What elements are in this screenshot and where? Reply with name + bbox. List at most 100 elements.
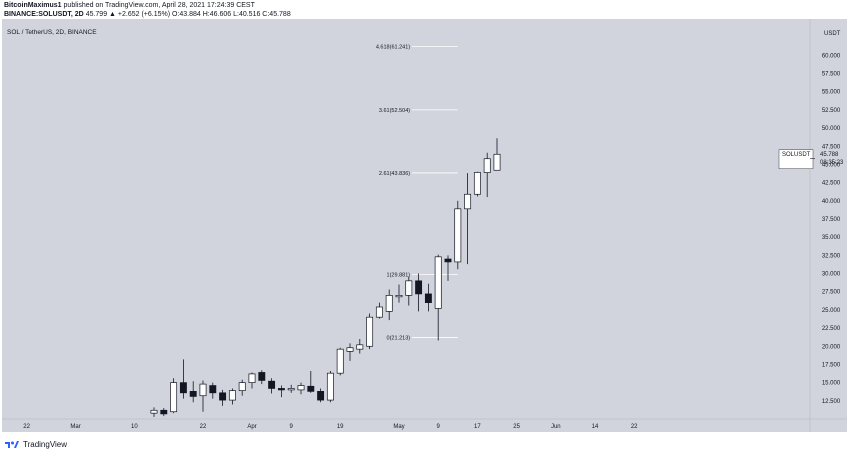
y-tick-label: 27.500 xyxy=(822,290,841,296)
candle-body xyxy=(375,306,383,318)
candle xyxy=(454,200,462,270)
y-tick-label: 22.500 xyxy=(822,326,841,332)
y-tick-label: 12.500 xyxy=(822,399,841,405)
y-ticks: 12.500 15.000 17.500 20.000 22.500 25.000 27.5… xyxy=(822,53,841,404)
x-tick-label: May xyxy=(393,424,404,430)
x-tick-label: 22 xyxy=(631,424,638,430)
fib-level-label: 0(21.213) xyxy=(387,335,411,341)
x-tick-label: Apr xyxy=(247,424,256,430)
candle xyxy=(170,378,178,414)
price-axis[interactable] xyxy=(810,19,847,432)
candle-body xyxy=(346,347,354,352)
y-tick-label: 15.000 xyxy=(822,381,841,387)
candle xyxy=(277,385,285,398)
candle xyxy=(189,381,197,403)
candle-body xyxy=(189,391,197,397)
candlestick-chart[interactable]: SOL / TetherUS, 2D, BINANCE USDT 0(21.21… xyxy=(2,19,847,432)
symbol-info: BINANCE:SOLUSDT, 2D xyxy=(4,11,84,18)
candle-body xyxy=(415,280,423,295)
candle xyxy=(287,384,295,393)
candle xyxy=(366,313,374,350)
candle xyxy=(326,371,334,403)
candle-body xyxy=(258,372,266,381)
axis-currency: USDT xyxy=(824,31,841,37)
x-tick-label: 25 xyxy=(513,424,520,430)
candle xyxy=(258,370,266,385)
fib-levels: 0(21.213) 1(29.881) 2.61(43.836) 3.61(52.50… xyxy=(376,44,458,341)
candle xyxy=(434,254,442,341)
y-tick-label: 52.500 xyxy=(822,108,841,114)
candle xyxy=(483,152,491,198)
x-ticks: 25Feb1022Mar1022Apr919May91725Jun1422 xyxy=(23,424,638,430)
fib-level-label: 2.61(43.836) xyxy=(379,171,410,177)
candle xyxy=(356,339,364,354)
y-tick-label: 25.000 xyxy=(822,308,841,314)
candle xyxy=(415,273,423,312)
candle xyxy=(219,389,227,406)
x-tick-label: Mar xyxy=(70,424,80,430)
candle-body xyxy=(238,382,246,391)
current-price-tag: SOLUSDT 45.788 08:35:23 xyxy=(778,149,844,169)
candle-body xyxy=(405,280,413,296)
price-tag-symbol: SOLUSDT xyxy=(782,152,811,158)
price-tag-countdown: 08:35:23 xyxy=(820,160,844,166)
x-tick-label: 19 xyxy=(337,424,344,430)
candle xyxy=(307,371,315,393)
x-tick-label: 22 xyxy=(200,424,207,430)
fib-level-label: 1(29.881) xyxy=(387,272,411,278)
x-tick-label: 17 xyxy=(474,424,481,430)
fib-level-label: 3.61(52.504) xyxy=(379,108,410,114)
candle xyxy=(395,284,403,303)
candle-body xyxy=(268,380,276,389)
plot-area[interactable] xyxy=(2,19,810,432)
candle-body xyxy=(219,392,227,401)
chart-frame[interactable]: SOL / TetherUS, 2D, BINANCE USDT 0(21.21… xyxy=(2,19,847,432)
y-tick-label: 57.500 xyxy=(822,72,841,78)
chart-title: SOL / TetherUS, 2D, BINANCE xyxy=(7,29,97,36)
tradingview-logo-icon xyxy=(5,441,19,448)
candle xyxy=(405,276,413,306)
candle-body xyxy=(209,385,217,394)
candle xyxy=(336,347,344,376)
candle-body xyxy=(297,385,305,391)
candle-body xyxy=(326,372,334,401)
candle-body xyxy=(473,172,481,195)
candles xyxy=(150,138,501,417)
x-tick-label: 10 xyxy=(131,424,138,430)
candle xyxy=(346,343,354,361)
candle-body xyxy=(277,388,285,391)
candle xyxy=(297,382,305,395)
candle-body xyxy=(179,382,187,394)
price-tag-box xyxy=(778,149,814,169)
candle-body xyxy=(454,208,462,263)
candle xyxy=(317,388,325,403)
candle-body xyxy=(444,258,452,263)
fib-level-label: 4.618(61.241) xyxy=(376,44,410,50)
x-tick-label: Jun xyxy=(551,424,561,430)
candle-body xyxy=(434,256,442,309)
candle xyxy=(464,173,472,265)
candle-body xyxy=(385,295,393,312)
candle-body xyxy=(336,348,344,374)
candle-body xyxy=(395,295,403,298)
candle-body xyxy=(287,388,295,391)
y-tick-label: 35.000 xyxy=(822,235,841,241)
candle xyxy=(385,289,393,321)
ohlc-readout: 45.799 ▲ +2.652 (+6.15%) O:43.884 H:46.6… xyxy=(85,11,291,18)
tradingview-brand[interactable]: TradingView xyxy=(23,439,68,449)
author-name[interactable]: BitcoinMaximus1 xyxy=(4,2,62,9)
y-tick-label: 32.500 xyxy=(822,253,841,259)
candle-body xyxy=(356,344,364,350)
y-tick-label: 60.000 xyxy=(822,53,841,59)
candle-body xyxy=(170,382,178,413)
candle xyxy=(444,255,452,281)
candle xyxy=(238,379,246,396)
y-tick-label: 55.000 xyxy=(822,90,841,96)
candle xyxy=(493,138,501,171)
candle xyxy=(150,407,158,417)
y-tick-label: 37.500 xyxy=(822,217,841,223)
candle-body xyxy=(424,293,432,303)
x-tick-label: 14 xyxy=(592,424,599,430)
x-tick-label: 9 xyxy=(290,424,294,430)
candle-body xyxy=(483,158,491,173)
